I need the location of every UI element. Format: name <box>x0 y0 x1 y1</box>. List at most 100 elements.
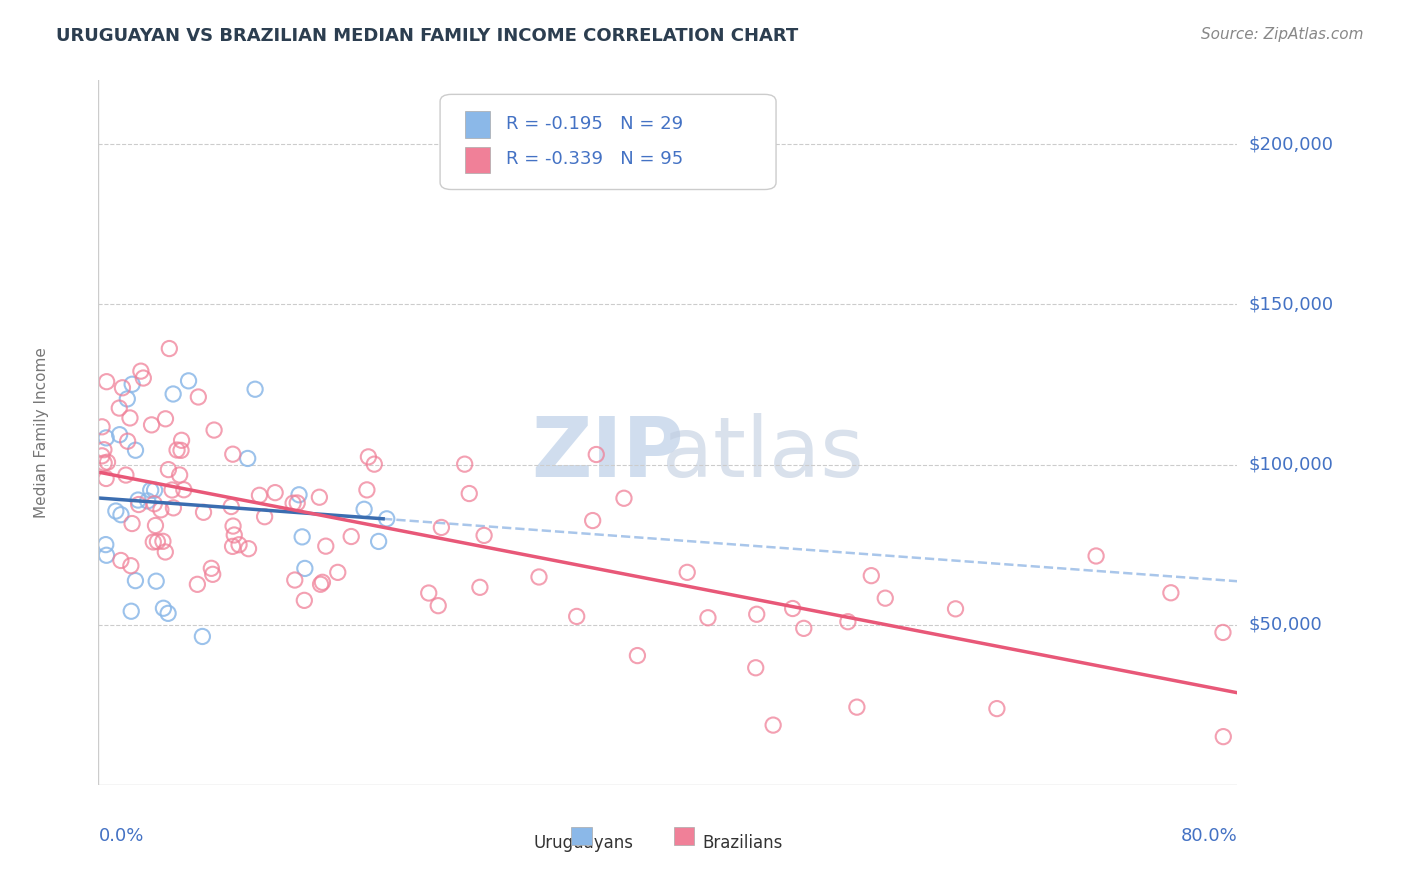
Point <box>202 423 225 437</box>
Point <box>292 593 315 607</box>
Point <box>253 509 276 524</box>
Point <box>201 567 224 582</box>
Point <box>309 577 332 591</box>
Point <box>875 591 897 606</box>
Point <box>986 701 1008 715</box>
Text: Source: ZipAtlas.com: Source: ZipAtlas.com <box>1201 27 1364 42</box>
Point <box>91 419 114 434</box>
Point <box>585 448 607 462</box>
Point <box>613 491 636 506</box>
Point <box>238 541 260 556</box>
Point <box>108 427 131 442</box>
Point <box>128 498 150 512</box>
Point <box>453 457 475 471</box>
Point <box>111 381 134 395</box>
Point <box>284 573 307 587</box>
Point <box>120 604 142 618</box>
Point <box>152 534 174 549</box>
Text: R = -0.339   N = 95: R = -0.339 N = 95 <box>506 150 683 169</box>
Point <box>291 530 314 544</box>
Point <box>837 615 859 629</box>
Point <box>527 570 550 584</box>
Point <box>124 574 146 588</box>
Point <box>353 502 375 516</box>
Point <box>697 611 720 625</box>
FancyBboxPatch shape <box>571 827 592 845</box>
Point <box>582 514 605 528</box>
Point <box>110 508 132 522</box>
Point <box>745 661 768 675</box>
Point <box>141 417 163 432</box>
Point <box>96 455 118 469</box>
Point <box>281 496 304 510</box>
FancyBboxPatch shape <box>673 827 695 845</box>
Point <box>326 566 349 580</box>
Point <box>845 700 868 714</box>
Text: Brazilians: Brazilians <box>702 834 782 852</box>
Point <box>308 490 330 504</box>
Point <box>143 497 166 511</box>
Point <box>243 382 266 396</box>
Point <box>224 528 246 542</box>
Point <box>340 529 363 543</box>
Point <box>96 375 118 389</box>
Point <box>143 483 166 498</box>
Point <box>118 411 141 425</box>
Point <box>288 488 311 502</box>
Point <box>762 718 785 732</box>
Point <box>793 621 815 635</box>
Point <box>418 586 440 600</box>
Point <box>170 434 193 448</box>
Point <box>186 577 208 591</box>
Point <box>236 451 259 466</box>
Point <box>142 535 165 549</box>
Point <box>219 500 242 514</box>
Point <box>93 456 115 470</box>
Text: Uruguayans: Uruguayans <box>534 834 634 852</box>
Point <box>427 599 450 613</box>
Point <box>145 518 167 533</box>
Point <box>375 512 398 526</box>
Text: $100,000: $100,000 <box>1249 456 1333 474</box>
Text: URUGUAYAN VS BRAZILIAN MEDIAN FAMILY INCOME CORRELATION CHART: URUGUAYAN VS BRAZILIAN MEDIAN FAMILY INC… <box>56 27 799 45</box>
Point <box>173 483 195 497</box>
Point <box>1160 586 1182 600</box>
Point <box>162 500 184 515</box>
Point <box>187 390 209 404</box>
Point <box>626 648 648 663</box>
Point <box>285 496 308 510</box>
Point <box>139 483 162 498</box>
Point <box>472 528 495 542</box>
Point <box>170 443 193 458</box>
Point <box>458 486 481 500</box>
Point <box>117 434 139 449</box>
Point <box>357 450 380 464</box>
Point <box>1212 625 1234 640</box>
Point <box>745 607 768 622</box>
Point <box>367 534 389 549</box>
Point <box>157 342 180 356</box>
FancyBboxPatch shape <box>465 146 491 173</box>
Point <box>129 364 152 378</box>
Point <box>565 609 588 624</box>
Point <box>152 601 174 615</box>
Point <box>157 462 180 476</box>
Text: 80.0%: 80.0% <box>1181 827 1237 846</box>
Point <box>315 539 337 553</box>
Point <box>162 387 184 401</box>
Point <box>108 401 131 415</box>
Point <box>1085 549 1108 563</box>
Point <box>191 630 214 644</box>
Point <box>945 602 967 616</box>
Point <box>155 545 177 559</box>
Text: ZIP: ZIP <box>531 413 683 494</box>
Point <box>115 468 138 483</box>
Point <box>356 483 378 497</box>
Point <box>1212 730 1234 744</box>
Point <box>155 412 177 426</box>
Point <box>294 561 316 575</box>
Point <box>157 607 180 621</box>
Text: Median Family Income: Median Family Income <box>34 347 49 518</box>
Point <box>200 561 222 575</box>
Text: $50,000: $50,000 <box>1249 615 1322 634</box>
